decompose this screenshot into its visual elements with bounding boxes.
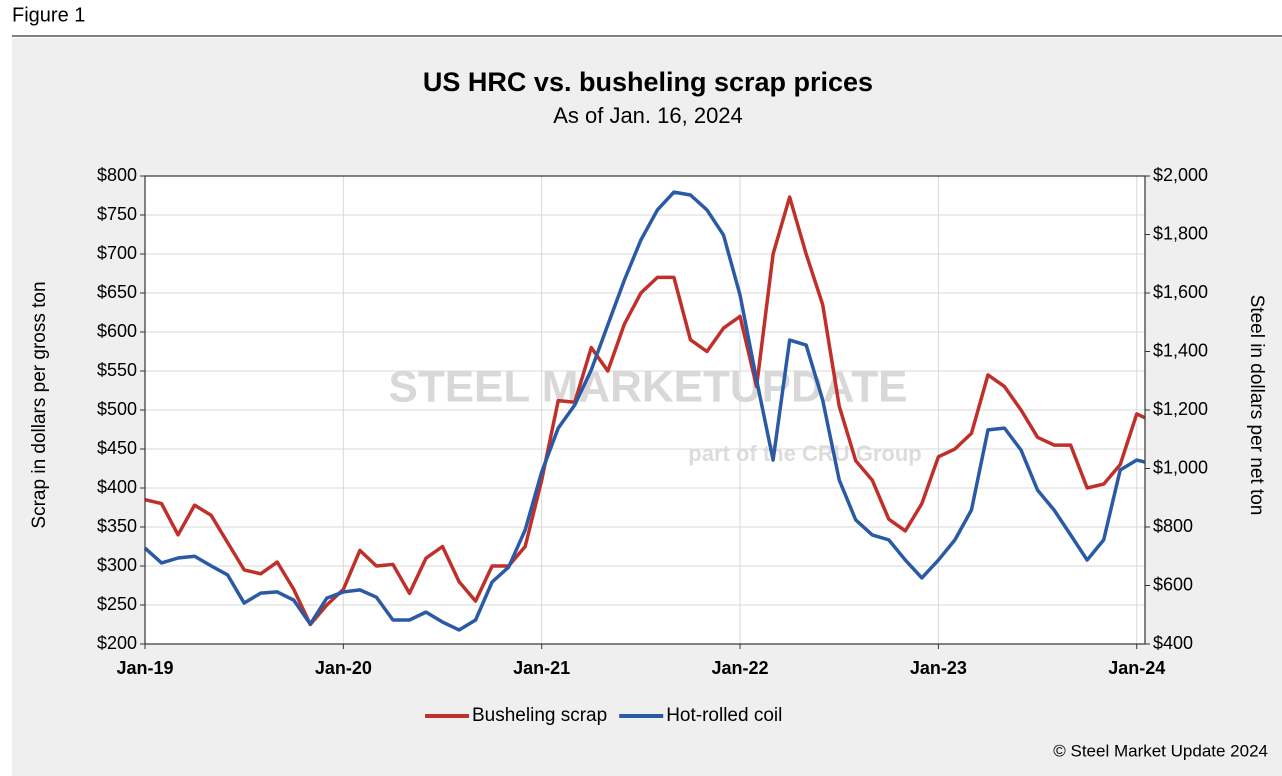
- y2-tick-label: $1,600: [1153, 282, 1208, 302]
- y-axis-label: Scrap in dollars per gross ton: [29, 281, 50, 528]
- y-tick-label: $200: [97, 633, 137, 653]
- x-tick-label: Jan-20: [315, 658, 372, 678]
- y2-tick-label: $800: [1153, 516, 1193, 536]
- y-tick-label: $300: [97, 555, 137, 575]
- y2-tick-label: $1,400: [1153, 340, 1208, 360]
- y-tick-label: $350: [97, 516, 137, 536]
- y2-tick-label: $1,800: [1153, 223, 1208, 243]
- legend-label: Hot-rolled coil: [666, 705, 782, 726]
- y2-tick-label: $2,000: [1153, 165, 1208, 185]
- y-tick-label: $700: [97, 243, 137, 263]
- legend-label: Busheling scrap: [472, 705, 607, 726]
- source: © Steel Market Update 2024: [1053, 741, 1268, 760]
- y2-tick-label: $400: [1153, 633, 1193, 653]
- y-tick-label: $750: [97, 204, 137, 224]
- y-tick-label: $450: [97, 438, 137, 458]
- chart-subtitle: As of Jan. 16, 2024: [553, 103, 743, 128]
- x-tick-label: Jan-23: [910, 658, 967, 678]
- watermark: STEEL MARKETUPDATE: [388, 363, 907, 412]
- series-line: [143, 190, 1146, 632]
- y-tick-label: $550: [97, 360, 137, 380]
- y2-axis-label: Steel in dollars per net ton: [1246, 295, 1267, 516]
- x-tick-label: Jan-22: [712, 658, 769, 678]
- y-tick-label: $650: [97, 282, 137, 302]
- y2-tick-label: $1,000: [1153, 457, 1208, 477]
- y2-tick-label: $1,200: [1153, 399, 1208, 419]
- chart-title: US HRC vs. busheling scrap prices: [423, 67, 873, 97]
- y-tick-label: $400: [97, 477, 137, 497]
- x-tick-label: Jan-24: [1108, 658, 1165, 678]
- y-tick-label: $600: [97, 321, 137, 341]
- y-tick-label: $250: [97, 594, 137, 614]
- x-tick-label: Jan-19: [116, 658, 173, 678]
- figure-label: Figure 1: [12, 4, 85, 26]
- y-tick-label: $500: [97, 399, 137, 419]
- x-tick-label: Jan-21: [513, 658, 570, 678]
- y-tick-label: $800: [97, 165, 137, 185]
- y2-tick-label: $600: [1153, 574, 1193, 594]
- watermark-tagline: part of the CRU Group: [688, 441, 921, 466]
